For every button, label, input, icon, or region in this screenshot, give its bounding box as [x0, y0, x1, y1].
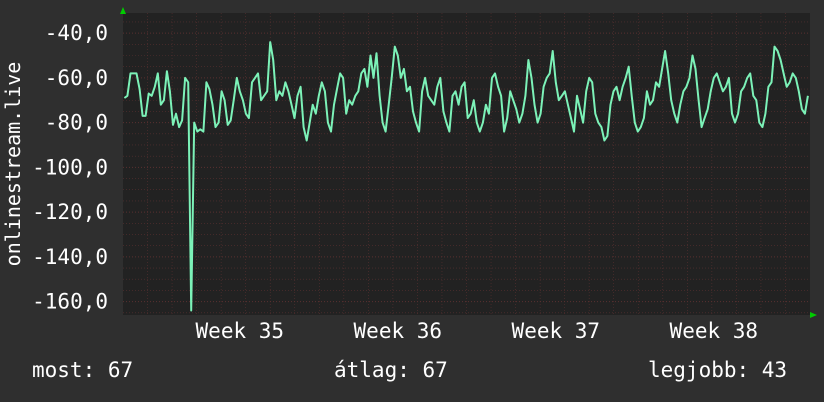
y-tick-label: -140,0 [32, 245, 108, 269]
x-tick-label: Week 38 [670, 319, 759, 343]
y-tick-label: -80,0 [45, 111, 108, 135]
x-tick-label: Week 36 [354, 319, 443, 343]
footer-most: most: 67 [32, 358, 134, 382]
series-line [123, 41, 809, 312]
y-tick-label: -100,0 [32, 155, 108, 179]
x-axis-arrow-icon [810, 312, 817, 318]
x-tick-label: Week 35 [196, 319, 285, 343]
y-axis-ticks: -40,0 -60,0 -80,0 -100,0 -120,0 -140,0 -160,0 [32, 21, 108, 313]
footer-legjobb: legjobb: 43 [648, 358, 788, 382]
x-axis-ticks: Week 35 Week 36 Week 37 Week 38 [196, 319, 759, 343]
y-tick-label: -40,0 [45, 21, 108, 45]
footer-atlag: átlag: 67 [334, 358, 448, 382]
x-tick-label: Week 37 [512, 319, 601, 343]
y-axis-label: onlinestream.live [1, 62, 25, 267]
y-tick-label: -160,0 [32, 290, 108, 314]
y-tick-label: -120,0 [32, 200, 108, 224]
y-axis-arrow-icon [120, 7, 126, 14]
series [123, 41, 809, 312]
y-tick-label: -60,0 [45, 66, 108, 90]
